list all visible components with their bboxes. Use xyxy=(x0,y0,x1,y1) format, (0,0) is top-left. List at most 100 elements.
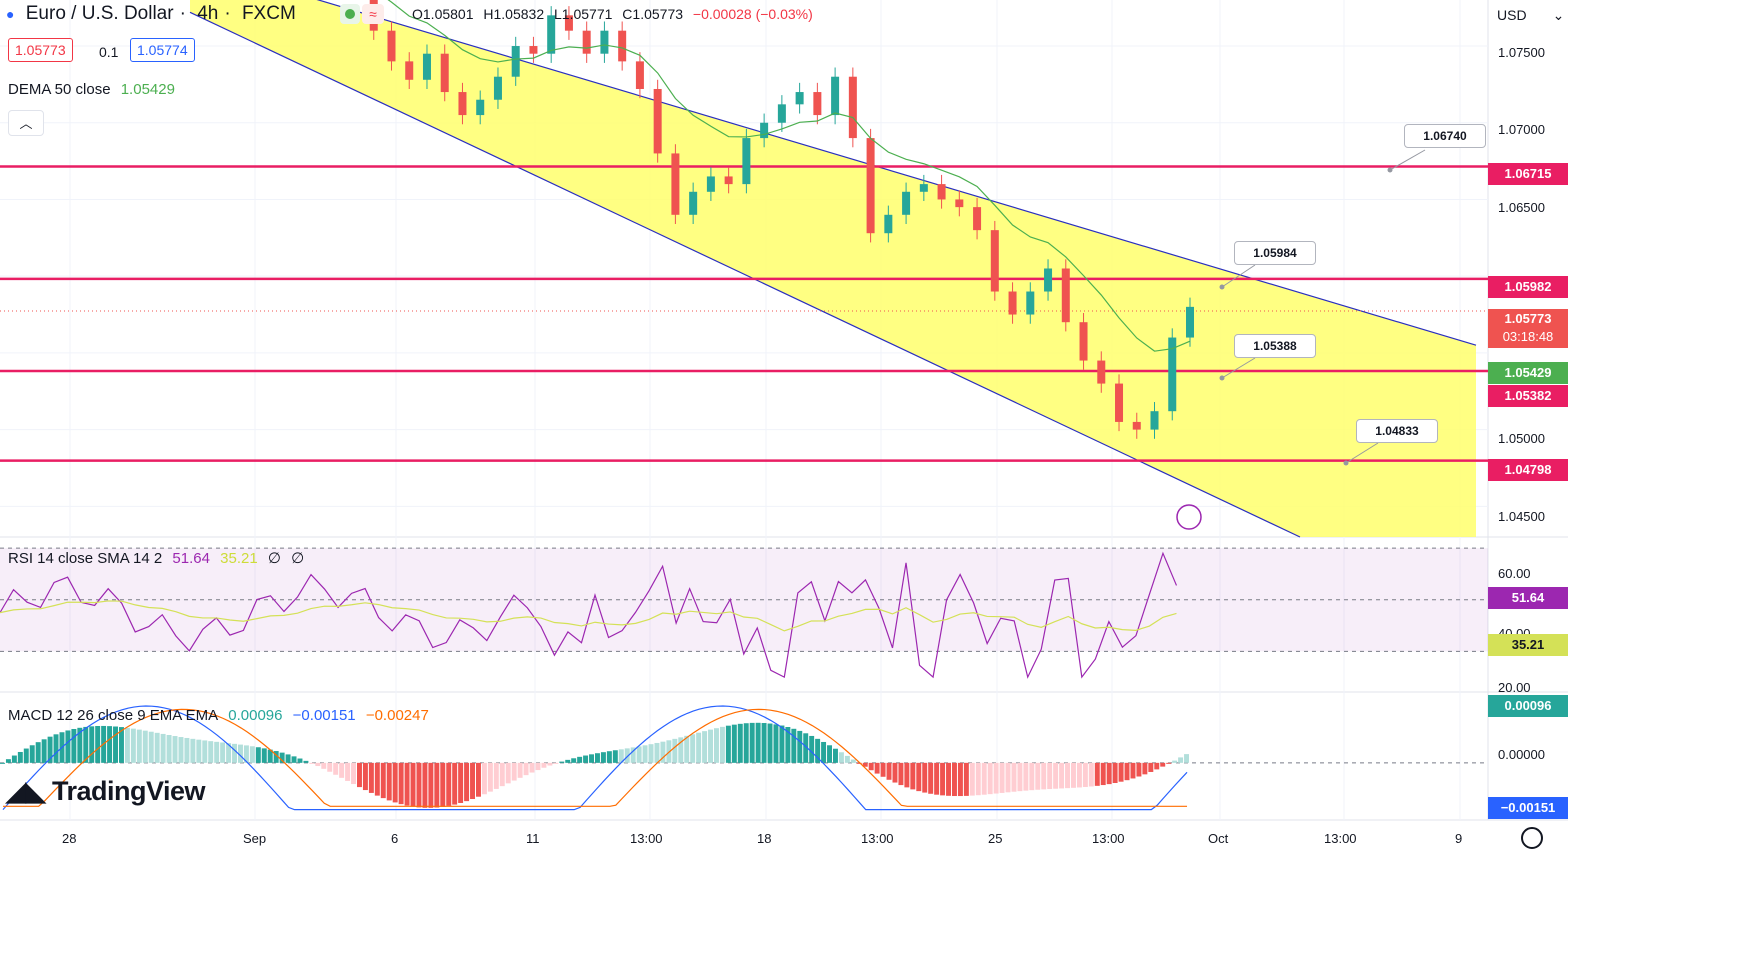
macd-histogram-bar xyxy=(672,738,678,763)
macd-histogram-bar xyxy=(1005,762,1011,793)
ohlc-change: −0.00028 (−0.03%) xyxy=(692,6,813,22)
rsi-legend[interactable]: RSI 14 close SMA 14 2 51.64 35.21 ∅ ∅ xyxy=(8,549,310,567)
macd-histogram-bar xyxy=(184,737,190,763)
macd-histogram-bar xyxy=(1160,762,1166,767)
macd-histogram-bar xyxy=(29,745,35,763)
macd-histogram-bar xyxy=(53,734,59,763)
macd-value: −0.00151 xyxy=(292,707,356,724)
macd-histogram-bar xyxy=(624,748,630,763)
candle-body xyxy=(724,176,733,185)
sell-button[interactable]: 1.05773 xyxy=(8,38,73,62)
callout-leader xyxy=(1221,357,1256,379)
candle-body xyxy=(777,104,786,123)
macd-histogram-bar xyxy=(470,762,475,800)
rsi-extra: ∅ xyxy=(291,550,305,567)
macd-histogram-bar xyxy=(1029,762,1035,791)
macd-histogram-bar xyxy=(261,748,267,763)
candle-body xyxy=(493,76,502,100)
macd-histogram-bar xyxy=(523,762,529,776)
macd-histogram-bar xyxy=(987,762,993,795)
macd-histogram-bar xyxy=(541,762,547,768)
macd-histogram-bar xyxy=(1118,762,1124,782)
macd-histogram-bar xyxy=(731,724,737,763)
macd-histogram-bar xyxy=(684,735,690,763)
macd-histogram-bar xyxy=(868,762,874,771)
macd-histogram-bar xyxy=(1184,754,1189,763)
macd-histogram-bar xyxy=(303,760,309,763)
macd-tag: −0.00151 xyxy=(1488,797,1568,819)
currency-selector[interactable]: USD ⌄ xyxy=(1497,7,1564,24)
candle-body xyxy=(1026,291,1035,315)
time-tick: 6 xyxy=(391,831,399,846)
macd-histogram-bar xyxy=(357,762,362,788)
rsi-value: 51.64 xyxy=(172,550,210,567)
tradingview-logo[interactable]: ◢◣ TradingView xyxy=(6,776,206,807)
candle-body xyxy=(671,153,680,215)
price-callout[interactable]: 1.05984 xyxy=(1234,241,1316,265)
price-callout[interactable]: 1.05388 xyxy=(1234,334,1316,358)
macd-histogram-bar xyxy=(952,762,957,797)
macd-histogram-bar xyxy=(374,762,380,796)
price-callout[interactable]: 1.06740 xyxy=(1404,124,1486,148)
macd-histogram-bar xyxy=(838,752,844,763)
bolt-icon xyxy=(1176,504,1202,530)
macd-histogram-bar xyxy=(1047,762,1053,790)
settings-icon[interactable] xyxy=(1521,827,1543,849)
macd-histogram-bar xyxy=(618,749,624,763)
buy-button[interactable]: 1.05774 xyxy=(130,38,195,62)
macd-histogram-bar xyxy=(273,751,279,763)
macd-histogram-bar xyxy=(606,751,612,763)
candle-body xyxy=(1008,291,1017,315)
macd-histogram-bar xyxy=(844,755,850,763)
dema-legend[interactable]: DEMA 50 close 1.05429 xyxy=(8,81,181,98)
macd-histogram-bar xyxy=(499,762,505,787)
candle-body xyxy=(1186,306,1194,338)
macd-histogram-bar xyxy=(113,726,118,763)
macd-histogram-bar xyxy=(107,726,113,763)
wave-icon[interactable]: ≈ xyxy=(362,4,384,24)
chart-canvas[interactable] xyxy=(0,0,1568,857)
macd-histogram-bar xyxy=(333,762,339,775)
macd-histogram-bar xyxy=(934,762,940,795)
macd-histogram-bar xyxy=(916,762,922,792)
macd-histogram-bar xyxy=(577,756,583,763)
macd-histogram-bar xyxy=(678,737,684,763)
time-tick: 11 xyxy=(526,831,540,846)
macd-histogram-bar xyxy=(1059,762,1065,789)
macd-histogram-bar xyxy=(725,725,731,763)
macd-histogram-bar xyxy=(226,743,232,763)
symbol-legend[interactable]: ● Euro / U.S. Dollar · 4h · FXCM xyxy=(6,3,296,24)
macd-histogram-bar xyxy=(142,730,148,763)
macd-signal-line xyxy=(2,708,1188,807)
macd-histogram-bar xyxy=(749,722,755,763)
macd-histogram-bar xyxy=(761,723,767,763)
macd-histogram-bar xyxy=(386,762,392,801)
macd-histogram-bar xyxy=(238,744,243,763)
candle-body xyxy=(1150,411,1159,430)
macd-histogram-bar xyxy=(791,728,797,763)
macd-histogram-bar xyxy=(636,746,642,763)
macd-histogram-bar xyxy=(904,762,910,788)
logo-text: TradingView xyxy=(52,776,206,806)
macd-histogram-bar xyxy=(422,762,428,808)
ohlc-close: C1.05773 xyxy=(622,6,684,22)
status-dot-icon xyxy=(340,4,360,24)
macd-histogram-bar xyxy=(505,762,511,784)
macd-histogram-bar xyxy=(309,762,315,764)
price-callout[interactable]: 1.04833 xyxy=(1356,419,1438,443)
candle-body xyxy=(1097,360,1106,384)
candle-body xyxy=(511,46,520,77)
symbol-name: Euro / U.S. Dollar xyxy=(25,3,174,24)
macd-histogram-bar xyxy=(1082,762,1088,788)
macd-histogram-bar xyxy=(178,737,184,763)
collapse-button[interactable]: ︿ xyxy=(8,110,44,136)
macd-histogram-bar xyxy=(1023,762,1029,791)
macd-histogram-bar xyxy=(1053,762,1059,789)
dema-value: 1.05429 xyxy=(120,81,175,98)
candle-body xyxy=(866,138,875,234)
candle-body xyxy=(582,30,591,54)
macd-histogram-bar xyxy=(297,758,303,763)
current-price: 1.05773 xyxy=(1504,311,1552,326)
macd-legend[interactable]: MACD 12 26 close 9 EMA EMA 0.00096 −0.00… xyxy=(8,707,435,724)
macd-histogram-bar xyxy=(83,726,89,763)
